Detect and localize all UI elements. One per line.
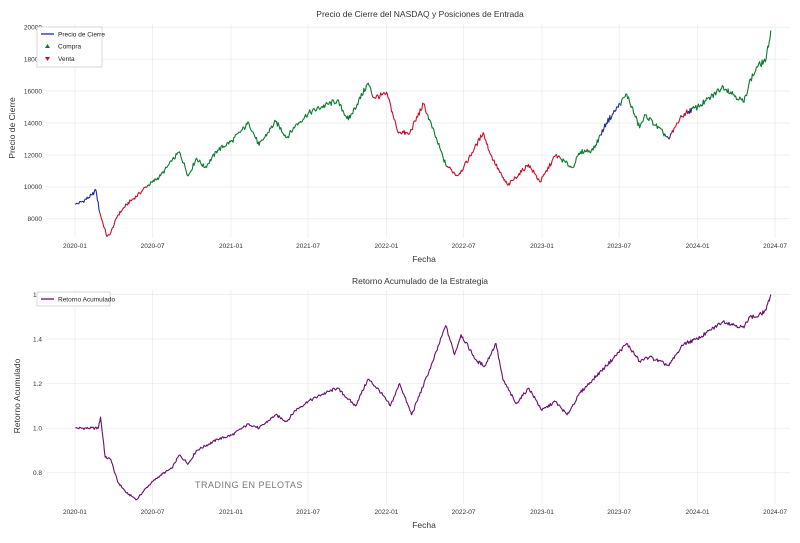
returns-line xyxy=(75,294,772,501)
price-line-segment xyxy=(692,30,772,111)
y-tick-label: 12000 xyxy=(24,152,42,159)
returns-chart-ylabel: Retorno Acumulado xyxy=(12,358,22,433)
y-tick-label: 1.0 xyxy=(33,426,42,433)
price-chart-title: Precio de Cierre del NASDAQ y Posiciones… xyxy=(316,9,524,19)
x-tick-label: 2023-07 xyxy=(607,243,631,250)
y-tick-label: 10000 xyxy=(24,184,42,191)
price-line-segment xyxy=(371,91,428,136)
y-tick-label: 0.8 xyxy=(33,470,42,477)
y-tick-label: 1.2 xyxy=(33,381,42,388)
y-tick-label: 18000 xyxy=(24,56,42,63)
x-tick-label: 2020-07 xyxy=(141,243,165,250)
price-line-segment xyxy=(599,103,620,136)
legend-sell-label: Venta xyxy=(58,56,75,63)
price-chart-ticks: 2020-01 2020-07 2021-01 2021-07 2022-01 2022-… xyxy=(24,24,787,250)
price-chart-grid xyxy=(46,24,790,238)
price-chart-plot xyxy=(74,30,772,237)
returns-chart-grid xyxy=(46,290,790,504)
price-line-segment xyxy=(146,82,373,188)
y-tick-label: 14000 xyxy=(24,120,42,127)
x-tick-label: 2020-01 xyxy=(63,509,87,516)
price-line-segment xyxy=(559,134,601,169)
returns-chart-plot xyxy=(75,294,772,501)
legend-price-label: Precio de Cierre xyxy=(58,32,105,39)
legend-sell-marker xyxy=(45,57,50,61)
x-tick-label: 2022-01 xyxy=(375,509,399,516)
price-line-segment xyxy=(426,113,448,167)
legend-returns-label: Retorno Acumulado xyxy=(58,297,115,304)
price-line-segment xyxy=(74,188,101,213)
x-tick-label: 2022-07 xyxy=(452,243,476,250)
returns-chart-title: Retorno Acumulado de la Estrategia xyxy=(352,276,488,286)
x-tick-label: 2022-07 xyxy=(452,509,476,516)
watermark: TRADING EN PELOTAS xyxy=(195,480,303,490)
price-chart: Precio de Cierre del NASDAQ y Posiciones… xyxy=(7,9,790,264)
x-tick-label: 2021-07 xyxy=(296,243,320,250)
returns-chart-ticks: 2020-01 2020-07 2021-01 2021-07 2022-01 2022-… xyxy=(33,292,787,516)
y-tick-label: 16000 xyxy=(24,88,42,95)
price-line-segment xyxy=(666,133,672,140)
y-tick-label: 8000 xyxy=(28,216,43,223)
price-line-segment xyxy=(618,93,667,138)
x-tick-label: 2023-07 xyxy=(607,509,631,516)
y-tick-label: 1.4 xyxy=(33,336,42,343)
price-chart-legend: Precio de Cierre Compra Venta xyxy=(36,26,105,68)
y-tick-label: 20000 xyxy=(24,24,42,31)
legend-buy-label: Compra xyxy=(58,44,82,51)
price-line-segment xyxy=(99,186,147,237)
x-tick-label: 2021-07 xyxy=(296,509,320,516)
x-tick-label: 2024-01 xyxy=(686,509,710,516)
x-tick-label: 2023-01 xyxy=(530,509,554,516)
x-tick-label: 2020-07 xyxy=(141,509,165,516)
x-tick-label: 2024-01 xyxy=(686,243,710,250)
x-tick-label: 2023-01 xyxy=(530,243,554,250)
legend-box xyxy=(36,291,111,307)
price-line-segment xyxy=(670,109,690,134)
x-tick-label: 2024-07 xyxy=(763,509,787,516)
price-line-segment xyxy=(446,132,561,186)
price-line-segment xyxy=(687,107,693,115)
x-tick-label: 2021-01 xyxy=(219,243,243,250)
x-tick-label: 2020-01 xyxy=(63,243,87,250)
returns-chart: Retorno Acumulado de la Estrategia 2020-… xyxy=(12,276,790,530)
price-chart-ylabel: Precio de Cierre xyxy=(7,97,17,159)
price-chart-xlabel: Fecha xyxy=(412,254,436,264)
x-tick-label: 2021-01 xyxy=(219,509,243,516)
x-tick-label: 2024-07 xyxy=(763,243,787,250)
returns-chart-legend: Retorno Acumulado xyxy=(36,291,115,307)
legend-buy-marker xyxy=(45,44,50,48)
returns-chart-xlabel: Fecha xyxy=(412,520,436,530)
x-tick-label: 2022-01 xyxy=(375,243,399,250)
